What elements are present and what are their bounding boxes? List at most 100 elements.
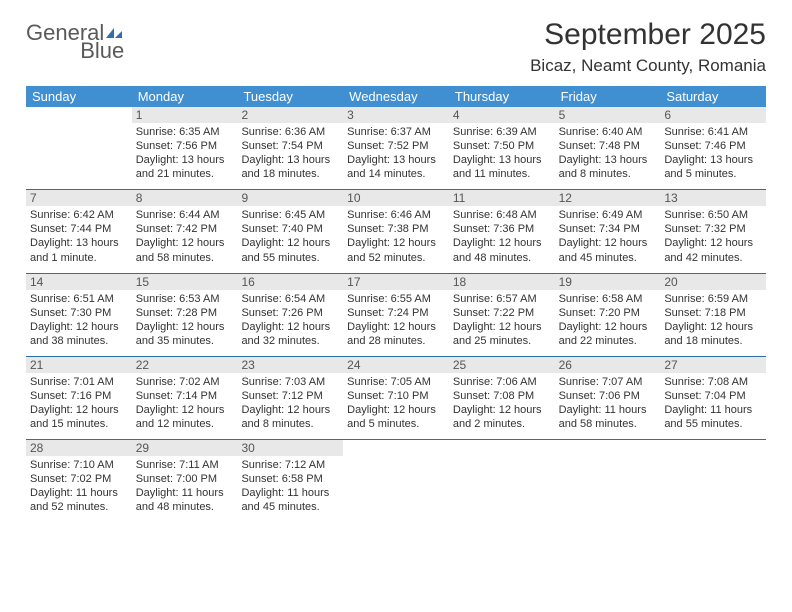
logo: General Blue (26, 18, 124, 62)
sunrise-text: Sunrise: 6:59 AM (664, 292, 762, 306)
day-details: Sunrise: 6:35 AMSunset: 7:56 PMDaylight:… (136, 125, 234, 181)
sunrise-text: Sunrise: 6:37 AM (347, 125, 445, 139)
sunset-text: Sunset: 7:46 PM (664, 139, 762, 153)
daylight-text: Daylight: 12 hours and 35 minutes. (136, 320, 234, 348)
day-details: Sunrise: 6:41 AMSunset: 7:46 PMDaylight:… (664, 125, 762, 181)
calendar-cell: 12 Sunrise: 6:49 AMSunset: 7:34 PMDayligh… (555, 190, 661, 272)
sunrise-text: Sunrise: 7:11 AM (136, 458, 234, 472)
sunrise-text: Sunrise: 6:54 AM (241, 292, 339, 306)
date-number: 27 (660, 357, 766, 373)
day-details: Sunrise: 6:57 AMSunset: 7:22 PMDaylight:… (453, 292, 551, 348)
calendar-week: 28Sunrise: 7:10 AMSunset: 7:02 PMDayligh… (26, 439, 766, 522)
sunrise-text: Sunrise: 6:45 AM (241, 208, 339, 222)
daylight-text: Daylight: 12 hours and 55 minutes. (241, 236, 339, 264)
sunrise-text: Sunrise: 7:06 AM (453, 375, 551, 389)
calendar-grid: 1 Sunrise: 6:35 AMSunset: 7:56 PMDaylight… (26, 107, 766, 523)
location-label: Bicaz, Neamt County, Romania (530, 56, 766, 76)
weekday-header: Sunday Monday Tuesday Wednesday Thursday… (26, 86, 766, 107)
date-number: 24 (343, 357, 449, 373)
weekday-label: Thursday (449, 86, 555, 107)
calendar-cell: 26 Sunrise: 7:07 AMSunset: 7:06 PMDayligh… (555, 357, 661, 439)
daylight-text: Daylight: 12 hours and 58 minutes. (136, 236, 234, 264)
calendar-cell (343, 440, 449, 522)
day-details: Sunrise: 6:51 AMSunset: 7:30 PMDaylight:… (30, 292, 128, 348)
date-number: 12 (555, 190, 661, 206)
daylight-text: Daylight: 12 hours and 28 minutes. (347, 320, 445, 348)
daylight-text: Daylight: 12 hours and 22 minutes. (559, 320, 657, 348)
day-details: Sunrise: 6:54 AMSunset: 7:26 PMDaylight:… (241, 292, 339, 348)
sunrise-text: Sunrise: 7:03 AM (241, 375, 339, 389)
sunset-text: Sunset: 7:06 PM (559, 389, 657, 403)
calendar-week: 7Sunrise: 6:42 AMSunset: 7:44 PMDaylight… (26, 189, 766, 272)
sunrise-text: Sunrise: 7:10 AM (30, 458, 128, 472)
calendar-cell: 27Sunrise: 7:08 AMSunset: 7:04 PMDayligh… (660, 357, 766, 439)
date-number: 21 (26, 357, 132, 373)
sunrise-text: Sunrise: 6:35 AM (136, 125, 234, 139)
day-details: Sunrise: 6:40 AMSunset: 7:48 PMDaylight:… (559, 125, 657, 181)
daylight-text: Daylight: 12 hours and 8 minutes. (241, 403, 339, 431)
sunset-text: Sunset: 7:18 PM (664, 306, 762, 320)
sunset-text: Sunset: 7:36 PM (453, 222, 551, 236)
calendar-cell: 14 Sunrise: 6:51 AMSunset: 7:30 PMDayligh… (26, 274, 132, 356)
calendar-cell: 23Sunrise: 7:03 AMSunset: 7:12 PMDayligh… (237, 357, 343, 439)
day-details: Sunrise: 6:42 AMSunset: 7:44 PMDaylight:… (30, 208, 128, 264)
date-number: 25 (449, 357, 555, 373)
daylight-text: Daylight: 11 hours and 45 minutes. (241, 486, 339, 514)
sunset-text: Sunset: 6:58 PM (241, 472, 339, 486)
day-details: Sunrise: 6:45 AMSunset: 7:40 PMDaylight:… (241, 208, 339, 264)
daylight-text: Daylight: 12 hours and 15 minutes. (30, 403, 128, 431)
sunset-text: Sunset: 7:28 PM (136, 306, 234, 320)
daylight-text: Daylight: 11 hours and 48 minutes. (136, 486, 234, 514)
sunrise-text: Sunrise: 7:07 AM (559, 375, 657, 389)
calendar-cell: 29Sunrise: 7:11 AMSunset: 7:00 PMDayligh… (132, 440, 238, 522)
calendar-cell: 6Sunrise: 6:41 AMSunset: 7:46 PMDaylight… (660, 107, 766, 189)
day-details: Sunrise: 6:46 AMSunset: 7:38 PMDaylight:… (347, 208, 445, 264)
daylight-text: Daylight: 13 hours and 21 minutes. (136, 153, 234, 181)
date-number: 8 (132, 190, 238, 206)
date-number: 22 (132, 357, 238, 373)
daylight-text: Daylight: 13 hours and 5 minutes. (664, 153, 762, 181)
day-details: Sunrise: 6:50 AMSunset: 7:32 PMDaylight:… (664, 208, 762, 264)
sunset-text: Sunset: 7:02 PM (30, 472, 128, 486)
sunrise-text: Sunrise: 7:08 AM (664, 375, 762, 389)
sunrise-text: Sunrise: 6:44 AM (136, 208, 234, 222)
weekday-label: Sunday (26, 86, 132, 107)
calendar-cell: 16 Sunrise: 6:54 AMSunset: 7:26 PMDayligh… (237, 274, 343, 356)
calendar-cell: 5Sunrise: 6:40 AMSunset: 7:48 PMDaylight… (555, 107, 661, 189)
calendar-cell: 21Sunrise: 7:01 AMSunset: 7:16 PMDayligh… (26, 357, 132, 439)
sunset-text: Sunset: 7:10 PM (347, 389, 445, 403)
title-block: September 2025 Bicaz, Neamt County, Roma… (530, 18, 766, 84)
sunset-text: Sunset: 7:52 PM (347, 139, 445, 153)
day-details: Sunrise: 6:44 AMSunset: 7:42 PMDaylight:… (136, 208, 234, 264)
weekday-label: Monday (132, 86, 238, 107)
date-number: 26 (555, 357, 661, 373)
calendar-cell: 3Sunrise: 6:37 AMSunset: 7:52 PMDaylight… (343, 107, 449, 189)
day-details: Sunrise: 7:07 AMSunset: 7:06 PMDaylight:… (559, 375, 657, 431)
weekday-label: Saturday (660, 86, 766, 107)
calendar-cell: 19Sunrise: 6:58 AMSunset: 7:20 PMDayligh… (555, 274, 661, 356)
weekday-label: Tuesday (237, 86, 343, 107)
date-number: 16 (237, 274, 343, 290)
calendar-cell: 13Sunrise: 6:50 AMSunset: 7:32 PMDayligh… (660, 190, 766, 272)
daylight-text: Daylight: 12 hours and 52 minutes. (347, 236, 445, 264)
calendar-cell: 7Sunrise: 6:42 AMSunset: 7:44 PMDaylight… (26, 190, 132, 272)
date-number: 9 (237, 190, 343, 206)
sunrise-text: Sunrise: 7:01 AM (30, 375, 128, 389)
date-number: 10 (343, 190, 449, 206)
daylight-text: Daylight: 13 hours and 18 minutes. (241, 153, 339, 181)
sunset-text: Sunset: 7:14 PM (136, 389, 234, 403)
day-details: Sunrise: 7:12 AMSunset: 6:58 PMDaylight:… (241, 458, 339, 514)
daylight-text: Daylight: 13 hours and 1 minute. (30, 236, 128, 264)
day-details: Sunrise: 6:53 AMSunset: 7:28 PMDaylight:… (136, 292, 234, 348)
sunset-text: Sunset: 7:12 PM (241, 389, 339, 403)
day-details: Sunrise: 6:49 AMSunset: 7:34 PMDaylight:… (559, 208, 657, 264)
calendar-cell: 11Sunrise: 6:48 AMSunset: 7:36 PMDayligh… (449, 190, 555, 272)
sunrise-text: Sunrise: 6:50 AM (664, 208, 762, 222)
date-number: 14 (26, 274, 132, 290)
day-details: Sunrise: 6:48 AMSunset: 7:36 PMDaylight:… (453, 208, 551, 264)
daylight-text: Daylight: 12 hours and 32 minutes. (241, 320, 339, 348)
sunset-text: Sunset: 7:38 PM (347, 222, 445, 236)
date-number: 1 (132, 107, 238, 123)
daylight-text: Daylight: 11 hours and 52 minutes. (30, 486, 128, 514)
calendar-cell: 10 Sunrise: 6:46 AMSunset: 7:38 PMDayligh… (343, 190, 449, 272)
